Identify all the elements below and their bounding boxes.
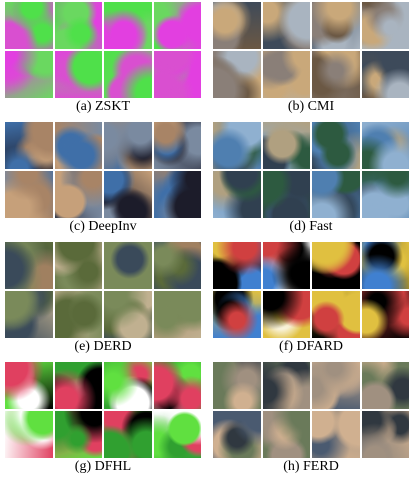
caption: (g) DFHL	[5, 458, 201, 476]
sample-image	[263, 291, 311, 338]
image-grid	[213, 242, 409, 338]
image-grid	[5, 242, 201, 338]
sample-image	[362, 242, 410, 289]
panel: (h) FERD	[213, 362, 409, 478]
sample-image	[55, 411, 103, 458]
figure: (a) ZSKT (b) CMI (c) DeepInv (d) Fast (e) DE…	[0, 0, 412, 484]
sample-image	[5, 171, 53, 218]
sample-image	[312, 291, 360, 338]
panel: (g) DFHL	[5, 362, 201, 478]
sample-image	[213, 242, 261, 289]
caption: (d) Fast	[213, 218, 409, 236]
caption: (e) DERD	[5, 338, 201, 356]
sample-image	[312, 2, 360, 49]
sample-image	[362, 2, 410, 49]
sample-image	[362, 171, 410, 218]
sample-image	[263, 122, 311, 169]
sample-image	[104, 122, 152, 169]
sample-image	[104, 2, 152, 49]
sample-image	[154, 2, 202, 49]
sample-image	[104, 51, 152, 98]
sample-image	[154, 122, 202, 169]
sample-image	[213, 2, 261, 49]
sample-image	[104, 242, 152, 289]
panel: (b) CMI	[213, 2, 409, 118]
sample-image	[154, 411, 202, 458]
image-grid	[5, 2, 201, 98]
panel: (d) Fast	[213, 122, 409, 238]
sample-image	[213, 171, 261, 218]
sample-image	[213, 51, 261, 98]
sample-image	[55, 171, 103, 218]
sample-image	[213, 411, 261, 458]
sample-image	[213, 291, 261, 338]
sample-image	[362, 291, 410, 338]
sample-image	[263, 171, 311, 218]
sample-image	[154, 242, 202, 289]
sample-image	[312, 411, 360, 458]
caption: (a) ZSKT	[5, 98, 201, 116]
image-grid	[213, 122, 409, 218]
sample-image	[312, 242, 360, 289]
sample-image	[213, 122, 261, 169]
sample-image	[263, 51, 311, 98]
caption: (b) CMI	[213, 98, 409, 116]
sample-image	[263, 2, 311, 49]
panel: (c) DeepInv	[5, 122, 201, 238]
sample-image	[5, 291, 53, 338]
sample-image	[5, 362, 53, 409]
sample-image	[213, 362, 261, 409]
sample-image	[312, 171, 360, 218]
sample-image	[5, 242, 53, 289]
panel: (f) DFARD	[213, 242, 409, 358]
sample-image	[104, 411, 152, 458]
caption: (f) DFARD	[213, 338, 409, 356]
panel: (a) ZSKT	[5, 2, 201, 118]
sample-image	[362, 362, 410, 409]
sample-image	[312, 122, 360, 169]
sample-image	[55, 122, 103, 169]
sample-image	[154, 291, 202, 338]
sample-image	[55, 2, 103, 49]
sample-image	[312, 362, 360, 409]
sample-image	[5, 2, 53, 49]
sample-image	[362, 122, 410, 169]
sample-image	[154, 362, 202, 409]
sample-image	[263, 242, 311, 289]
sample-image	[55, 291, 103, 338]
sample-image	[104, 171, 152, 218]
caption: (h) FERD	[213, 458, 409, 476]
image-grid	[213, 2, 409, 98]
sample-image	[55, 51, 103, 98]
sample-image	[104, 291, 152, 338]
sample-image	[362, 51, 410, 98]
sample-image	[55, 242, 103, 289]
sample-image	[5, 51, 53, 98]
sample-image	[263, 362, 311, 409]
sample-image	[104, 362, 152, 409]
caption: (c) DeepInv	[5, 218, 201, 236]
sample-image	[5, 411, 53, 458]
sample-image	[5, 122, 53, 169]
sample-image	[55, 362, 103, 409]
image-grid	[213, 362, 409, 458]
sample-image	[154, 51, 202, 98]
sample-image	[263, 411, 311, 458]
sample-image	[312, 51, 360, 98]
sample-image	[362, 411, 410, 458]
image-grid	[5, 362, 201, 458]
sample-image	[154, 171, 202, 218]
panel: (e) DERD	[5, 242, 201, 358]
image-grid	[5, 122, 201, 218]
